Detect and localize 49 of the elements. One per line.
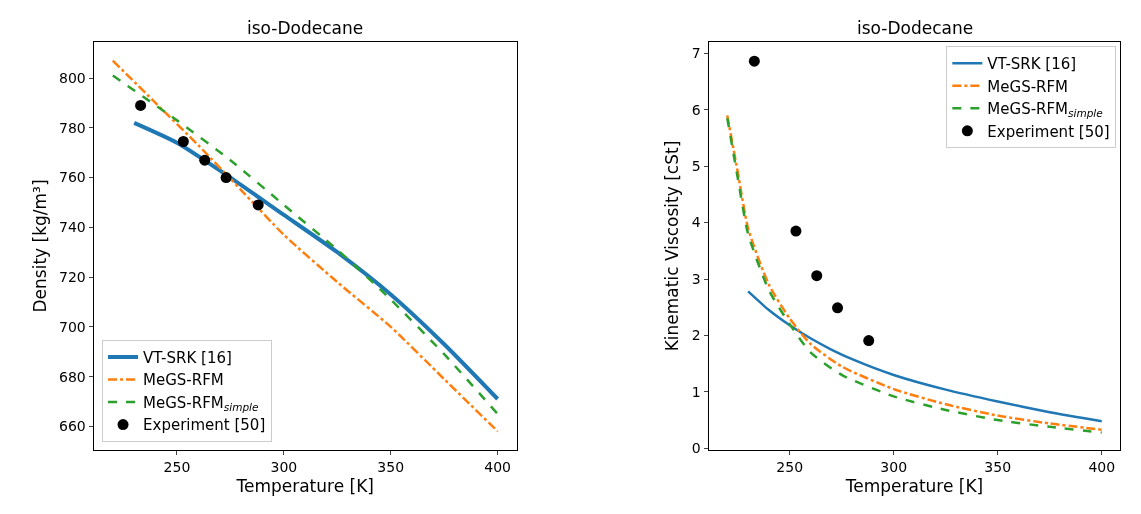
- legend-label: MeGS-RFM: [143, 371, 224, 390]
- x-tick-label: 400: [484, 458, 511, 475]
- y-tick-label: 680: [59, 368, 86, 385]
- y-tick-label: 5: [691, 158, 701, 175]
- y-tick-label: 780: [59, 119, 86, 136]
- point: [790, 225, 802, 237]
- y-tick-label: 700: [59, 318, 86, 335]
- x-tick-label: 350: [377, 458, 405, 475]
- y-tick-label: 7: [691, 45, 701, 62]
- point: [177, 136, 189, 148]
- point: [135, 99, 147, 111]
- point: [863, 335, 875, 347]
- y-tick-label: 6: [691, 101, 701, 118]
- legend-label: Experiment [50]: [143, 416, 266, 435]
- x-tick-label: 300: [880, 458, 908, 475]
- point: [199, 154, 211, 166]
- chart-title: iso-Dodecane: [857, 18, 974, 38]
- legend-label: VT-SRK [16]: [987, 55, 1077, 74]
- x-tick-label: 350: [984, 458, 1012, 475]
- y-tick-label: 4: [691, 214, 701, 231]
- y-tick-label: 800: [59, 69, 86, 86]
- y-tick-label: 660: [59, 418, 86, 435]
- x-axis-title: Temperature [K]: [844, 476, 984, 497]
- y-tick-label: 760: [59, 169, 86, 186]
- x-tick-label: 300: [270, 458, 298, 475]
- x-tick-label: 400: [1088, 458, 1116, 475]
- point: [811, 270, 823, 282]
- legend-label: MeGS-RFM$_{simple}$: [143, 393, 259, 414]
- line-series: [746, 290, 1103, 423]
- y-tick-label: 3: [691, 270, 701, 287]
- y-tick-label: 720: [59, 269, 86, 285]
- y-axis-title: Kinematic Viscosity [cSt]: [662, 140, 683, 352]
- x-tick-label: 250: [776, 458, 804, 475]
- legend-label: VT-SRK [16]: [143, 348, 232, 367]
- point: [220, 172, 232, 184]
- y-tick-label: 0: [691, 440, 701, 457]
- legend-label: MeGS-RFM$_{simple}$: [987, 100, 1103, 120]
- point: [832, 302, 844, 314]
- y-tick-label: 2: [691, 327, 701, 344]
- y-axis-title: Density [kg/m³]: [29, 179, 50, 313]
- legend-label: MeGS-RFM: [987, 77, 1069, 96]
- y-tick-label: 1: [691, 383, 701, 400]
- point: [748, 55, 760, 67]
- legend-label: Experiment [50]: [987, 122, 1110, 141]
- y-tick-label: 740: [59, 219, 86, 236]
- x-axis-title: Temperature [K]: [235, 476, 374, 497]
- point: [252, 199, 264, 211]
- chart-title: iso-Dodecane: [247, 18, 364, 38]
- x-tick-label: 250: [163, 458, 191, 475]
